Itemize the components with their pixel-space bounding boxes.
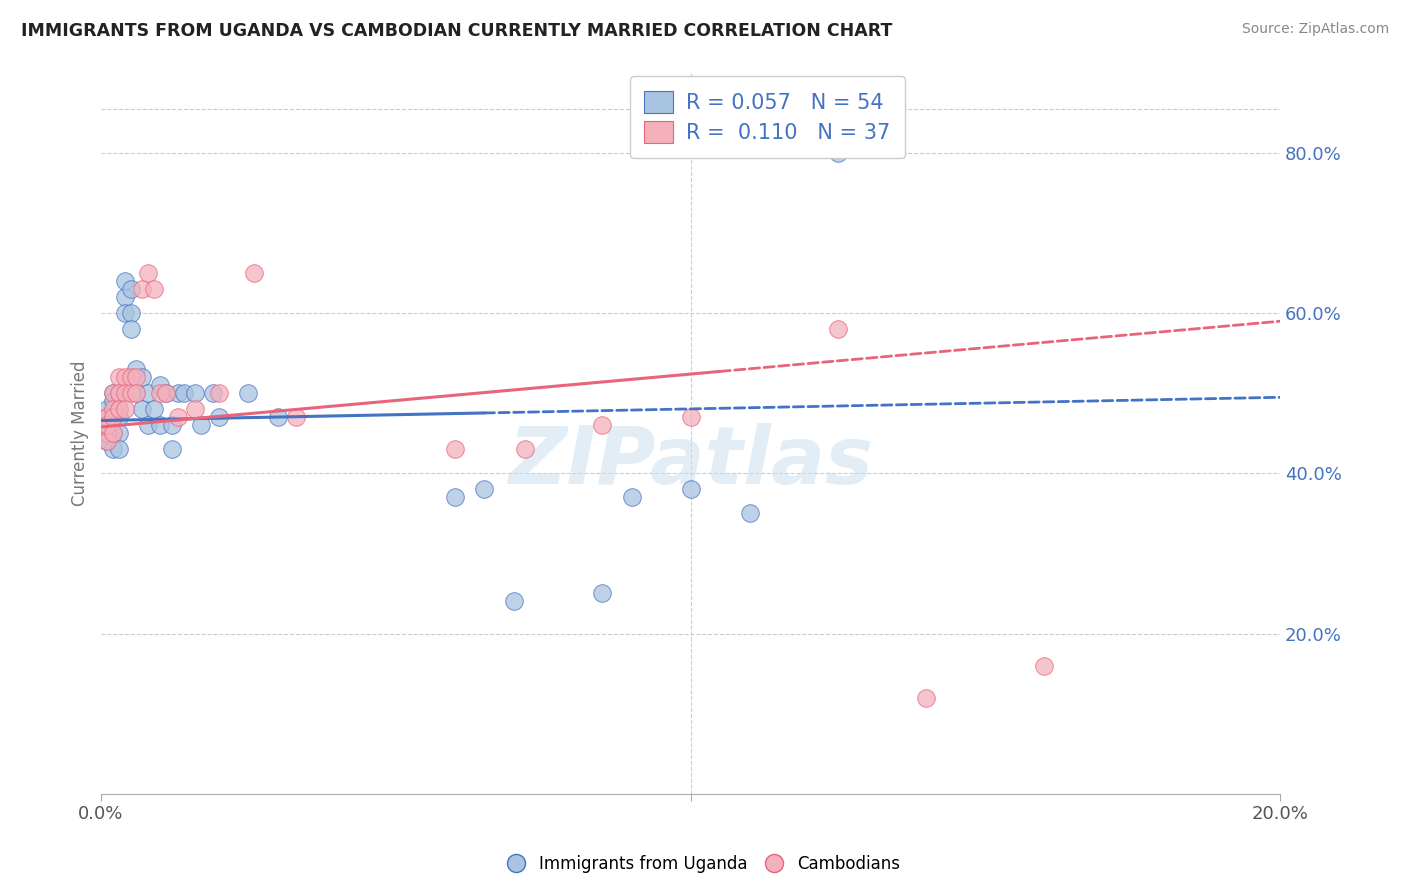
Point <box>738 507 761 521</box>
Point <box>143 402 166 417</box>
Point <box>101 442 124 457</box>
Point <box>96 410 118 425</box>
Point <box>202 386 225 401</box>
Point <box>101 402 124 417</box>
Point <box>143 282 166 296</box>
Point <box>131 402 153 417</box>
Legend: R = 0.057   N = 54, R =  0.110   N = 37: R = 0.057 N = 54, R = 0.110 N = 37 <box>630 76 904 158</box>
Point <box>166 386 188 401</box>
Point <box>107 386 129 401</box>
Text: Source: ZipAtlas.com: Source: ZipAtlas.com <box>1241 22 1389 37</box>
Point <box>101 394 124 409</box>
Point <box>107 426 129 441</box>
Point <box>149 378 172 392</box>
Point <box>120 370 142 384</box>
Point <box>190 418 212 433</box>
Point <box>107 386 129 401</box>
Point <box>184 386 207 401</box>
Point <box>160 442 183 457</box>
Y-axis label: Currently Married: Currently Married <box>72 360 89 506</box>
Point <box>96 434 118 449</box>
Point <box>107 410 129 425</box>
Point <box>443 491 465 505</box>
Point <box>114 290 136 304</box>
Point <box>96 410 118 425</box>
Point <box>173 386 195 401</box>
Point <box>284 410 307 425</box>
Legend: Immigrants from Uganda, Cambodians: Immigrants from Uganda, Cambodians <box>499 848 907 880</box>
Point <box>208 386 231 401</box>
Point <box>125 362 148 376</box>
Point <box>915 690 938 705</box>
Point <box>208 410 231 425</box>
Point <box>96 426 118 441</box>
Point <box>114 370 136 384</box>
Point <box>131 282 153 296</box>
Point <box>591 586 613 600</box>
Point <box>184 402 207 417</box>
Point <box>96 418 118 433</box>
Point <box>679 483 702 497</box>
Point <box>125 386 148 401</box>
Point <box>267 410 290 425</box>
Point <box>96 402 118 417</box>
Point <box>96 418 118 433</box>
Point <box>160 418 183 433</box>
Point <box>149 386 172 401</box>
Point <box>96 426 118 441</box>
Point <box>96 426 118 441</box>
Point <box>472 483 495 497</box>
Point <box>96 418 118 433</box>
Point <box>149 418 172 433</box>
Point <box>101 386 124 401</box>
Point <box>101 426 124 441</box>
Point <box>155 386 177 401</box>
Point <box>125 370 148 384</box>
Point <box>101 386 124 401</box>
Point <box>515 442 537 457</box>
Point <box>591 418 613 433</box>
Point <box>827 146 849 161</box>
Point <box>120 386 142 401</box>
Point <box>107 442 129 457</box>
Point <box>101 410 124 425</box>
Point <box>131 370 153 384</box>
Point <box>155 386 177 401</box>
Point <box>96 410 118 425</box>
Point <box>120 282 142 296</box>
Point <box>238 386 260 401</box>
Point <box>107 402 129 417</box>
Point <box>136 386 159 401</box>
Point <box>136 266 159 280</box>
Text: ZIPatlas: ZIPatlas <box>508 423 873 501</box>
Point <box>114 402 136 417</box>
Point <box>114 274 136 288</box>
Point <box>96 418 118 433</box>
Point <box>114 306 136 320</box>
Point <box>166 410 188 425</box>
Point <box>96 434 118 449</box>
Point <box>96 418 118 433</box>
Point <box>620 491 643 505</box>
Point <box>502 594 524 608</box>
Point <box>107 402 129 417</box>
Text: IMMIGRANTS FROM UGANDA VS CAMBODIAN CURRENTLY MARRIED CORRELATION CHART: IMMIGRANTS FROM UGANDA VS CAMBODIAN CURR… <box>21 22 893 40</box>
Point <box>125 386 148 401</box>
Point <box>96 434 118 449</box>
Point <box>107 370 129 384</box>
Point <box>827 322 849 336</box>
Point <box>101 426 124 441</box>
Point <box>120 306 142 320</box>
Point <box>120 322 142 336</box>
Point <box>96 410 118 425</box>
Point <box>679 410 702 425</box>
Point <box>443 442 465 457</box>
Point <box>114 386 136 401</box>
Point <box>1033 658 1056 673</box>
Point <box>101 410 124 425</box>
Point <box>136 418 159 433</box>
Point <box>243 266 266 280</box>
